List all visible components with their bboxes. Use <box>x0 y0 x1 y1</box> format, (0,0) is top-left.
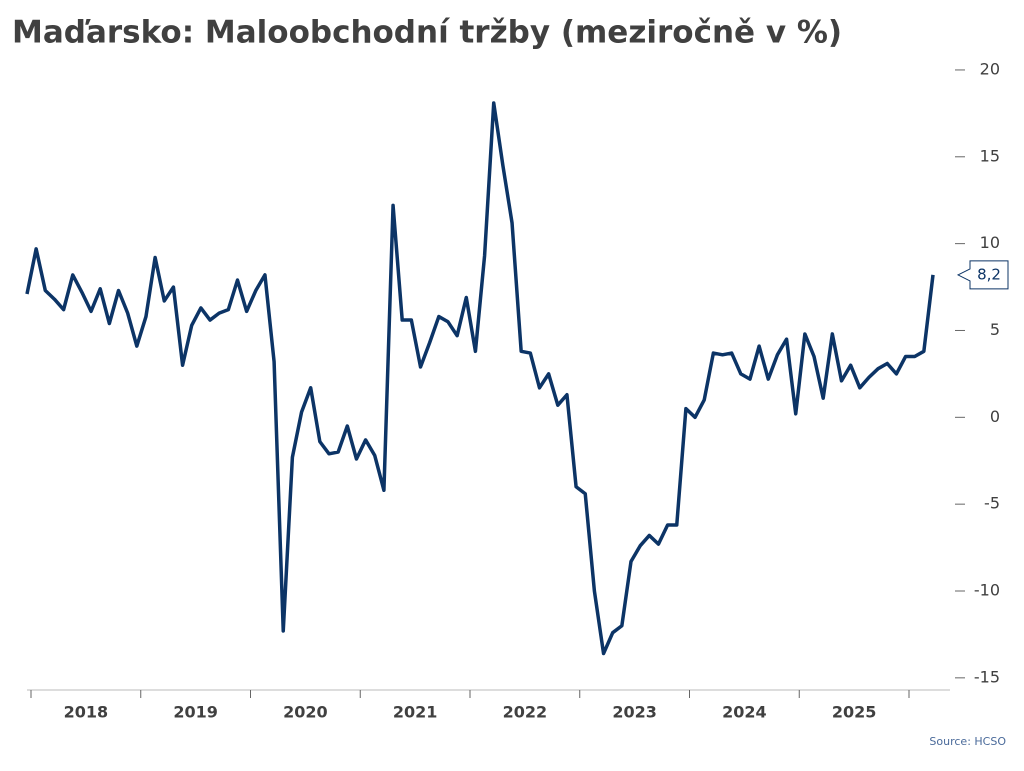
x-tick-label: 2025 <box>832 703 877 722</box>
chart-title: Maďarsko: Maloobchodní tržby (meziročně … <box>12 15 842 51</box>
y-tick-label: 20 <box>980 59 1000 78</box>
y-tick-label: -15 <box>974 667 1000 686</box>
x-tick-label: 2024 <box>722 703 767 722</box>
label-box <box>956 260 1009 290</box>
y-tick-label: -5 <box>984 494 1000 513</box>
y-tick-label: 5 <box>990 320 1000 339</box>
x-tick-label: 2023 <box>612 703 657 722</box>
x-tick-label: 2020 <box>283 703 328 722</box>
x-tick-label: 2021 <box>393 703 438 722</box>
y-tick-label: 0 <box>990 407 1000 426</box>
x-tick-label: 2018 <box>64 703 109 722</box>
x-tick-label: 2022 <box>503 703 548 722</box>
y-tick-label: -10 <box>974 581 1000 600</box>
source: Source: HCSO <box>929 735 1006 748</box>
line <box>25 101 935 656</box>
y-tick-label: 10 <box>980 233 1000 252</box>
value-label: 8,2 <box>977 265 1001 283</box>
x-tick-label: 2019 <box>173 703 218 722</box>
y-tick-label: 15 <box>980 146 1000 165</box>
